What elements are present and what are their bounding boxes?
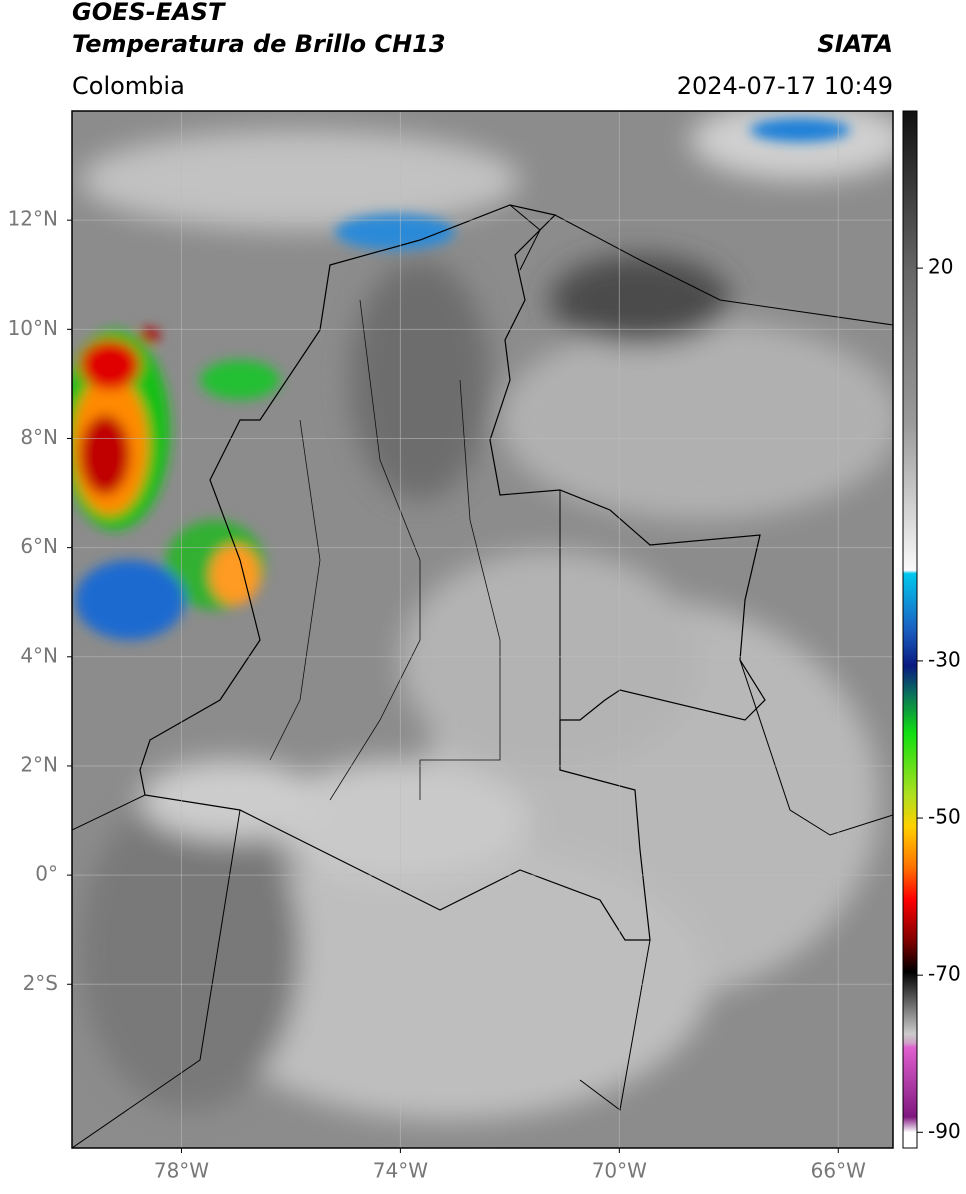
grid <box>72 111 893 1148</box>
y-tick-label: 12°N <box>8 207 58 231</box>
x-tick-label: 74°W <box>373 1159 428 1183</box>
y-tick-label: 8°N <box>20 425 58 449</box>
y-tick-label: 0° <box>35 862 58 886</box>
y-tick-label: 2°S <box>23 971 58 995</box>
colorbar-tick-label: -90 <box>928 1119 961 1143</box>
source: SIATA <box>817 30 893 58</box>
y-tick-label: 2°N <box>20 752 58 776</box>
region: Colombia <box>72 72 185 100</box>
satellite-image <box>72 111 893 1148</box>
y-tick-label: 10°N <box>8 316 58 340</box>
x-tick-label: 70°W <box>592 1159 647 1183</box>
x-tick-label: 66°W <box>811 1159 866 1183</box>
colorbar-tick-label: 20 <box>928 255 953 279</box>
title: GOES-EAST <box>72 0 226 26</box>
y-tick-label: 4°N <box>20 643 58 667</box>
y-tick-label: 6°N <box>20 534 58 558</box>
colorbar <box>902 110 918 1149</box>
colorbar-tick-label: -50 <box>928 805 961 829</box>
map-frame <box>71 110 894 1149</box>
x-tick-label: 78°W <box>154 1159 209 1183</box>
subtitle: Temperatura de Brillo CH13 <box>72 30 446 58</box>
datetime: 2024-07-17 10:49 <box>677 72 893 100</box>
colorbar-tick-label: -70 <box>928 962 961 986</box>
colorbar-tick-label: -30 <box>928 647 961 671</box>
